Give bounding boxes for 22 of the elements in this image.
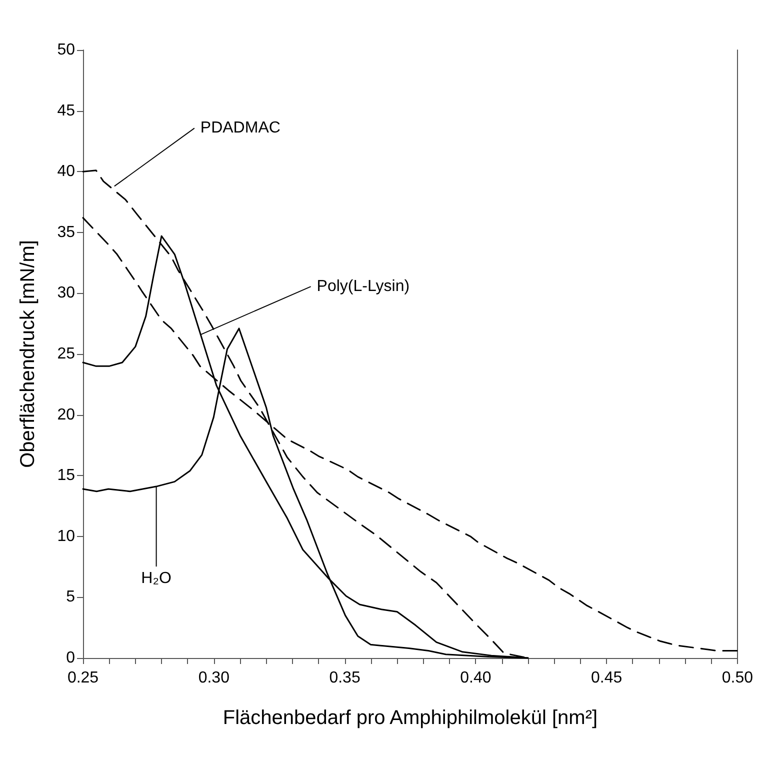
x-tick-label: 0.40 [460, 670, 492, 686]
x-tick-label: 0.50 [722, 670, 754, 686]
y-tick-label: 20 [57, 406, 76, 424]
y-tick-label: 45 [57, 102, 76, 120]
x-axis-title: Flächenbedarf pro Amphiphilmolekül [nm²] [222, 707, 598, 729]
annotation: PDADMAC [200, 120, 280, 137]
y-axis-title: Oberflächendruck [mN/m] [17, 240, 39, 468]
x-tick-label: 0.25 [67, 670, 99, 686]
y-tick-label: 15 [57, 467, 76, 484]
y-tick-label: 40 [57, 163, 76, 180]
y-tick-label: 30 [57, 284, 76, 302]
annotation: H₂O [141, 570, 172, 588]
y-tick-label: 25 [57, 346, 76, 362]
x-tick-label: 0.30 [198, 670, 230, 686]
y-tick-label: 0 [66, 650, 76, 666]
y-tick-label: 50 [57, 42, 76, 58]
annotation: Poly(L-Lysin) [316, 278, 410, 296]
y-tick-label: 35 [57, 224, 76, 241]
x-tick-label: 0.45 [590, 670, 622, 686]
y-tick-label: 5 [66, 588, 76, 606]
y-tick-label: 10 [57, 528, 76, 545]
x-tick-label: 0.35 [329, 670, 360, 686]
